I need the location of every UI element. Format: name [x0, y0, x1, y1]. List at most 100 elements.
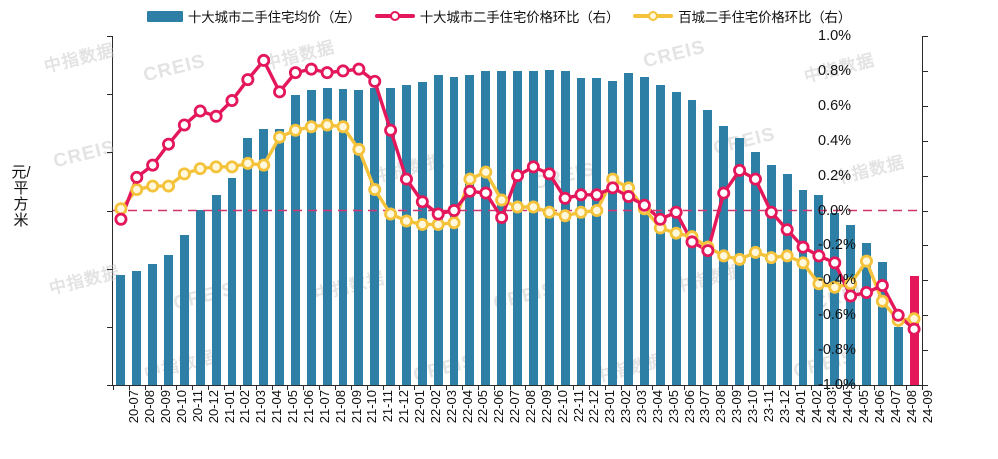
x-axis-tick [461, 385, 463, 390]
right-axis-tick [922, 350, 928, 352]
right-axis-tick-label: 0.2% [818, 167, 852, 184]
right-axis-tick [922, 245, 928, 247]
x-axis-tick [398, 385, 400, 390]
data-point-marker: 22-11: 0.07% [558, 191, 572, 205]
bar [750, 151, 760, 385]
x-axis-tick-label: 21-02 [237, 390, 253, 424]
data-point-marker: 22-12: -0.01% [574, 205, 588, 219]
x-axis-tick [573, 385, 575, 390]
data-point-marker: 23-07: -0.18% [685, 235, 699, 249]
x-axis-tick [588, 385, 590, 390]
bar [148, 264, 158, 385]
x-axis-tick-label: 24-05 [856, 390, 872, 424]
data-point-marker: 21-11: 0.12% [368, 183, 382, 197]
data-point-marker: 21-11: 0.74% [368, 74, 382, 88]
x-axis-tick [874, 385, 876, 390]
x-axis-tick [128, 385, 130, 390]
x-axis-tick-label: 24-01 [792, 390, 808, 424]
x-axis-tick [350, 385, 352, 390]
data-point-marker: 24-09: -0.62% [907, 312, 921, 326]
x-axis-tick-label: 20-07 [126, 390, 142, 424]
data-point-marker: 24-05: -0.49% [844, 289, 858, 303]
x-axis-tick [890, 385, 892, 390]
data-point-marker: 22-05: 0.18% [463, 172, 477, 186]
bar [608, 81, 618, 385]
data-point-marker: 20-08: 0.19% [130, 170, 144, 184]
x-axis-tick [271, 385, 273, 390]
right-axis-tick [922, 105, 928, 107]
x-axis-tick-label: 24-04 [840, 390, 856, 424]
bar [338, 88, 348, 385]
bar [402, 84, 411, 385]
bar [449, 77, 459, 385]
data-point-marker: 22-03: -0.08% [431, 217, 445, 231]
x-axis-tick-label: 23-07 [697, 390, 713, 424]
right-axis-tick-label: -0.4% [818, 272, 856, 289]
legend-label-bar: 十大城市二手住宅均价（左） [187, 10, 361, 25]
x-axis-tick [477, 385, 479, 390]
right-axis-tick [922, 36, 928, 37]
x-axis-tick-label: 21-05 [285, 390, 301, 424]
x-axis-tick [620, 385, 622, 390]
x-axis-tick-label: 22-07 [507, 390, 523, 424]
data-point-marker: 21-06: 0.79% [288, 66, 302, 80]
x-axis-tick-label: 21-01 [221, 390, 237, 424]
data-point-marker: 24-06: -0.47% [859, 286, 873, 300]
legend-item-line-ten-cities[interactable]: 十大城市二手住宅价格环比（右） [374, 6, 619, 26]
x-axis-tick-label: 24-02 [808, 390, 824, 424]
x-axis-tick [684, 385, 686, 390]
x-axis-tick [446, 385, 448, 390]
x-axis-tick [192, 385, 194, 390]
x-axis-tick-label: 21-08 [332, 390, 348, 424]
bar [592, 77, 602, 385]
x-axis-tick [414, 385, 416, 390]
bar [116, 275, 126, 385]
x-axis-tick-label: 20-10 [174, 390, 190, 424]
right-axis-tick [922, 280, 928, 282]
data-point-marker: 24-07: -0.52% [875, 294, 889, 308]
bar [766, 165, 776, 385]
x-axis-tick-label: 21-10 [364, 390, 380, 424]
right-axis-tick [922, 70, 928, 72]
x-axis-tick-label: 21-04 [269, 390, 285, 424]
data-point-marker: 22-10: -0.01% [542, 205, 556, 219]
x-axis-tick [176, 385, 178, 390]
x-axis-tick [826, 385, 828, 390]
x-axis-tick [303, 385, 305, 390]
legend-item-bar[interactable]: 十大城市二手住宅均价（左） [146, 6, 361, 26]
bar [877, 261, 887, 385]
data-point-marker: 20-11: 0.49% [177, 118, 191, 132]
data-point-marker: 22-05: 0.11% [463, 184, 477, 198]
data-point-marker: 22-09: 0.25% [526, 160, 540, 174]
right-axis-tick-label: -0.6% [818, 307, 856, 324]
data-point-marker: 24-04: -0.44% [828, 280, 842, 294]
data-point-marker: 23-03: 0.08% [622, 190, 636, 204]
x-axis-tick [144, 385, 146, 390]
bar [211, 194, 221, 385]
bar [798, 190, 808, 385]
x-axis-tick [239, 385, 241, 390]
bar [322, 88, 332, 385]
bar [354, 90, 364, 385]
data-point-marker: 22-04: 0% [447, 203, 461, 217]
left-axis-title: 元/平方米 [11, 164, 31, 229]
data-point-marker: 21-04: 0.26% [257, 158, 271, 172]
bar [386, 87, 396, 385]
data-point-marker: 23-01: 0% [590, 203, 604, 217]
x-axis-tick [208, 385, 210, 390]
data-point-marker: 22-02: -0.08% [415, 217, 429, 231]
bar [275, 129, 284, 385]
watermark: 中指数据 [42, 40, 117, 77]
data-point-marker: 20-10: 0.38% [162, 137, 176, 151]
x-axis-tick [604, 385, 606, 390]
legend-item-line-hundred-cities[interactable]: 百城二手住宅价格环比（右） [633, 6, 851, 26]
data-point-marker: 21-10: 0.35% [352, 142, 366, 156]
bar [306, 89, 316, 385]
data-point-marker: 24-01: -0.11% [780, 223, 794, 237]
right-axis-tick-label: 0.0% [818, 202, 852, 219]
x-axis-tick [715, 385, 717, 390]
bar [259, 129, 269, 385]
line-path [119, 58, 916, 331]
data-point-marker: 21-08: 0.79% [320, 66, 334, 80]
data-point-marker: 23-11: 0.18% [748, 172, 762, 186]
